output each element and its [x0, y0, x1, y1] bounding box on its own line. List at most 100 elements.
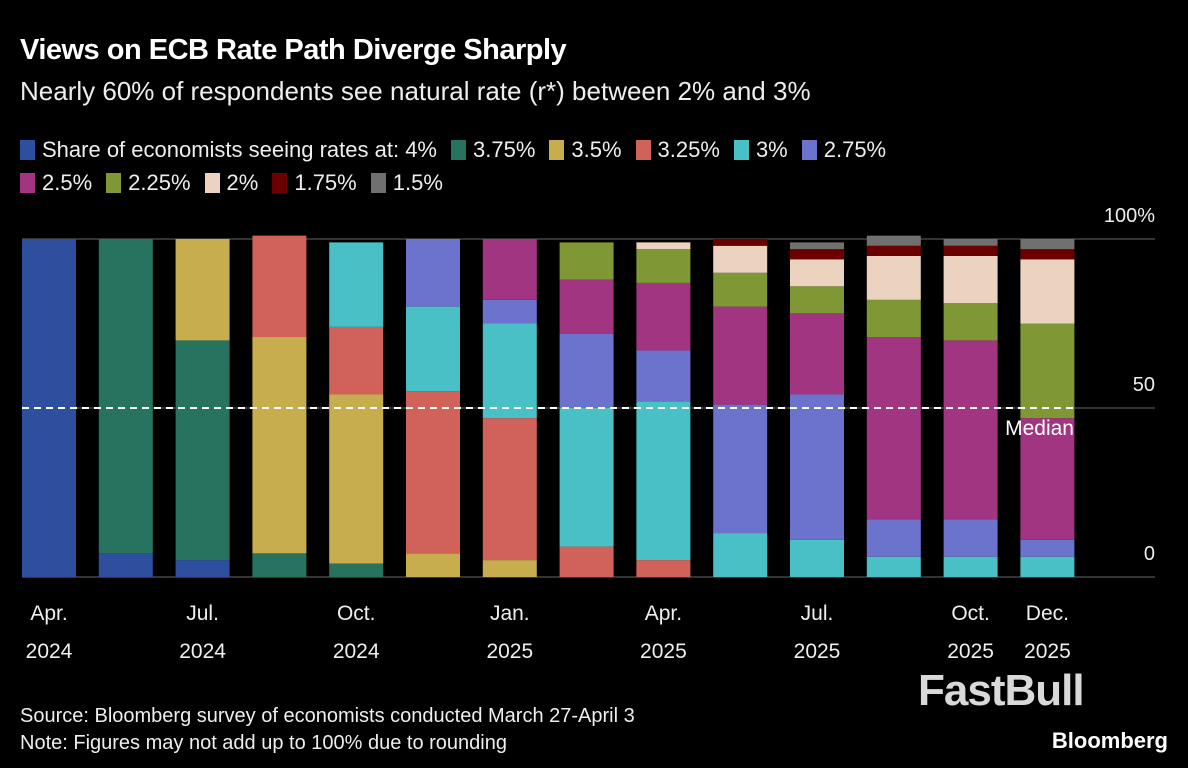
bar-segment-1.5%: [943, 239, 998, 246]
legend-swatch: [549, 140, 565, 160]
bar-segment-3%: [943, 556, 998, 577]
legend-label: 2.25%: [128, 170, 191, 195]
bar-segment-3.75%: [329, 563, 384, 577]
chart-title: Views on ECB Rate Path Diverge Sharply: [20, 34, 567, 66]
bar-segment-3.75%: [98, 239, 153, 554]
legend-label: 3.5%: [571, 137, 622, 162]
legend-label: 2%: [226, 170, 259, 195]
bar-segment-2.75%: [636, 350, 691, 402]
bar-segment-2%: [636, 242, 691, 250]
bar-segment-2.5%: [943, 340, 998, 520]
x-tick-year: 2025: [794, 640, 841, 663]
bar-segment-2.25%: [636, 249, 691, 283]
bar-segment-2.25%: [559, 242, 614, 280]
bar-segment-2.25%: [713, 272, 768, 307]
bar-segment-3.75%: [175, 340, 230, 561]
bar-segment-3.25%: [636, 560, 691, 577]
legend-item: 2.75%: [801, 133, 887, 166]
source-note: Source: Bloomberg survey of economists c…: [20, 705, 635, 727]
bar-segment-2.25%: [790, 286, 844, 314]
bar-segment-1.5%: [1020, 239, 1075, 250]
y-tick-label: 0: [1144, 543, 1155, 565]
bar-segment-2.75%: [713, 404, 768, 534]
legend-item: 3.75%: [451, 133, 535, 166]
bar-segment-4%: [98, 553, 153, 577]
chart-subtitle: Nearly 60% of respondents see natural ra…: [20, 76, 811, 106]
bar-segment-3.75%: [252, 553, 307, 577]
bar-segment-3%: [1020, 556, 1075, 577]
bar-segment-3%: [406, 306, 460, 392]
bar-segment-2.25%: [866, 299, 921, 338]
legend-swatch: [20, 173, 35, 193]
bar-segment-2.5%: [1020, 418, 1075, 540]
x-tick-label: Oct.: [337, 602, 376, 625]
bar-segment-2.25%: [1020, 323, 1075, 419]
bar-segment-3.25%: [559, 546, 614, 577]
bar-segment-1.75%: [1020, 249, 1075, 260]
legend-label: 2.5%: [42, 170, 93, 195]
bar-segment-3%: [790, 539, 844, 577]
median-label: Median: [1005, 417, 1074, 440]
legend-label: 2.75%: [823, 137, 887, 162]
bar-segment-2.75%: [482, 299, 537, 324]
bar-segment-1.5%: [866, 235, 921, 246]
y-tick-label: 50: [1133, 374, 1155, 396]
bar-segment-2%: [943, 255, 998, 304]
x-tick-year: 2025: [1024, 640, 1071, 663]
legend-item: 2.25%: [106, 166, 191, 199]
bar-segment-3%: [559, 408, 614, 547]
fastbull-watermark: FastBull: [918, 666, 1085, 715]
legend-label: 3.75%: [473, 137, 536, 162]
bar-segment-1.75%: [713, 239, 768, 246]
bar-segment-3.25%: [406, 391, 460, 554]
legend-label: 1.5%: [392, 170, 443, 195]
legend-swatch: [801, 140, 817, 160]
legend-item: 3%: [733, 133, 788, 166]
bar-segment-2.75%: [866, 519, 921, 557]
bar-segment-3%: [713, 533, 768, 577]
x-tick-year: 2025: [640, 640, 687, 663]
x-tick-label: Apr.: [30, 602, 67, 625]
legend-swatch: [370, 173, 386, 193]
x-tick-label: Jan.: [490, 602, 530, 625]
bar-segment-1.75%: [866, 245, 921, 256]
legend-swatch: [204, 173, 220, 193]
bar-segment-1.75%: [790, 249, 844, 260]
bar-segment-3.5%: [329, 394, 384, 564]
bar-segment-3.5%: [252, 337, 307, 554]
bar-segment-2.75%: [559, 333, 614, 408]
x-tick-year: 2024: [179, 640, 226, 663]
legend: Share of economists seeing rates at: 4% 3…: [20, 133, 1170, 199]
bar-segment-3.5%: [406, 553, 460, 577]
bar-segment-3.5%: [482, 560, 537, 577]
bar-segment-3.5%: [175, 239, 230, 341]
x-tick-label: Jul.: [801, 602, 834, 625]
bar-segment-2%: [866, 255, 921, 300]
bloomberg-logo: Bloomberg: [1051, 728, 1168, 753]
bar-segment-4%: [175, 560, 230, 577]
x-tick-year: 2025: [947, 640, 994, 663]
x-tick-label: Oct.: [951, 602, 990, 625]
legend-swatch: [272, 173, 288, 193]
legend-item: 1.5%: [370, 166, 443, 199]
bar-segment-1.75%: [943, 245, 998, 256]
bar-segment-3.25%: [482, 418, 537, 561]
bar-segment-2.75%: [1020, 539, 1075, 557]
bar-segment-2.25%: [943, 303, 998, 341]
bar-segment-2.5%: [636, 282, 691, 351]
legend-label: 3%: [755, 137, 788, 162]
bar-segment-3.25%: [252, 235, 307, 338]
rounding-note: Note: Figures may not add up to 100% due…: [20, 732, 507, 754]
x-tick-year: 2024: [333, 640, 380, 663]
bar-segment-2.5%: [713, 306, 768, 405]
legend-label: Share of economists seeing rates at: 4%: [42, 137, 437, 162]
legend-swatch: [733, 140, 749, 160]
bar-segment-2%: [713, 245, 768, 273]
legend-item: Share of economists seeing rates at: 4%: [20, 133, 437, 166]
legend-swatch: [635, 140, 651, 160]
legend-item: 2.5%: [20, 166, 92, 199]
legend-swatch: [106, 173, 122, 193]
y-tick-label: 100%: [1104, 205, 1155, 227]
legend-label: 3.25%: [657, 137, 720, 162]
